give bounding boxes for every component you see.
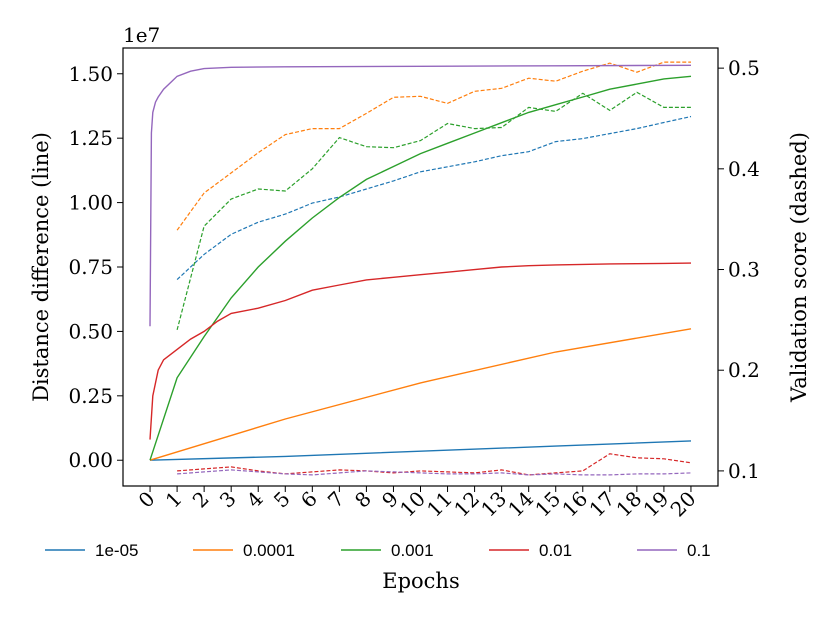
validation-line-series-4 xyxy=(177,469,692,476)
validation-line-series-1 xyxy=(176,61,691,231)
x-tick-label: 5 xyxy=(269,487,295,513)
y-left-tick-label: 1.50 xyxy=(68,62,113,86)
legend-label: 0.01 xyxy=(539,541,572,560)
y-right-tick-label: 0.1 xyxy=(728,459,760,483)
distance-line-series-3 xyxy=(149,262,692,440)
y-left-tick-label: 0.50 xyxy=(68,319,113,343)
x-tick-label: 1 xyxy=(161,487,187,513)
plot-frame xyxy=(122,47,719,487)
validation-line-series-0 xyxy=(176,115,692,281)
y-axis-right: 0.1 0.2 0.3 0.4 0.5 xyxy=(718,56,760,483)
distance-line-series-0 xyxy=(149,440,692,461)
legend-item: 0.1 xyxy=(637,541,711,560)
legend: 1e-05 0.0001 0.001 0.01 0.1 xyxy=(45,541,711,560)
legend-label: 0.001 xyxy=(391,541,434,560)
y-axis-left: 0.00 0.25 0.50 0.75 1.00 1.25 1.50 xyxy=(68,62,123,472)
y-right-tick-label: 0.5 xyxy=(728,56,760,80)
left-axis-multiplier: 1e7 xyxy=(123,23,160,47)
x-tick-label: 3 xyxy=(215,487,241,513)
x-tick-label: 2 xyxy=(188,487,214,513)
legend-label: 0.1 xyxy=(687,541,711,560)
y-left-tick-label: 1.00 xyxy=(68,191,113,215)
y-left-tick-label: 0.25 xyxy=(68,384,113,408)
legend-item: 0.001 xyxy=(341,541,434,560)
validation-line-series-2 xyxy=(176,91,691,331)
y-axis-left-title: Distance difference (line) xyxy=(29,132,53,402)
x-tick-label: 4 xyxy=(242,487,268,513)
validation-line-series-3 xyxy=(177,453,692,476)
distance-line-series-1 xyxy=(149,328,692,461)
distance-line-series-4 xyxy=(149,64,692,327)
x-axis-title: Epochs xyxy=(382,569,459,593)
y-right-tick-label: 0.2 xyxy=(728,358,760,382)
x-tick-label: 20 xyxy=(666,487,701,522)
y-axis-right-title: Validation score (dashed) xyxy=(787,132,811,403)
legend-item: 0.01 xyxy=(489,541,572,560)
y-left-tick-label: 1.25 xyxy=(68,126,113,150)
y-right-tick-label: 0.4 xyxy=(728,157,760,181)
y-left-tick-label: 0.00 xyxy=(68,448,113,472)
legend-label: 0.0001 xyxy=(243,541,295,560)
x-tick-label: 8 xyxy=(350,487,376,513)
legend-label: 1e-05 xyxy=(95,541,138,560)
x-tick-label: 6 xyxy=(296,487,322,513)
distance-line-series-2 xyxy=(149,75,692,461)
x-tick-label: 0 xyxy=(134,487,160,513)
y-right-tick-label: 0.3 xyxy=(728,258,760,282)
legend-item: 0.0001 xyxy=(193,541,295,560)
x-tick-label: 7 xyxy=(323,487,349,513)
y-left-tick-label: 0.75 xyxy=(68,255,113,279)
plot-lines xyxy=(149,61,692,476)
legend-item: 1e-05 xyxy=(45,541,138,560)
